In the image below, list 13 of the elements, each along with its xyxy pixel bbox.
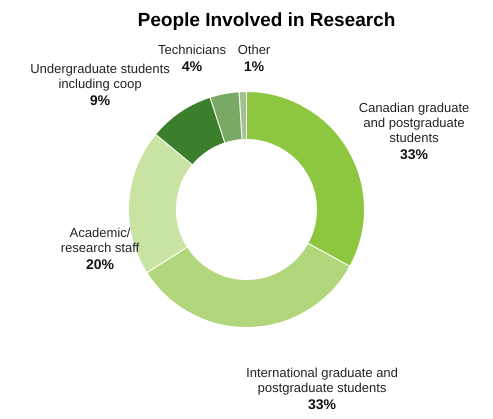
slice-label: Canadian graduate and postgraduate students: [358, 100, 470, 145]
data-label: 33%: [400, 146, 429, 162]
slice-label: International graduate and postgraduate students: [246, 365, 398, 395]
slice-label: Undergraduate students including coop: [30, 61, 170, 91]
data-label: 9%: [90, 92, 111, 108]
data-label: 4%: [182, 58, 203, 74]
data-label: 1%: [244, 58, 265, 74]
slice-label: Other: [238, 42, 271, 57]
slice-label: Technicians: [158, 42, 226, 57]
chart-title: People Involved in Research: [138, 10, 396, 31]
data-label: 20%: [86, 256, 115, 272]
data-label: 33%: [308, 396, 337, 412]
slice-label: Academic/ research staff: [60, 225, 140, 255]
